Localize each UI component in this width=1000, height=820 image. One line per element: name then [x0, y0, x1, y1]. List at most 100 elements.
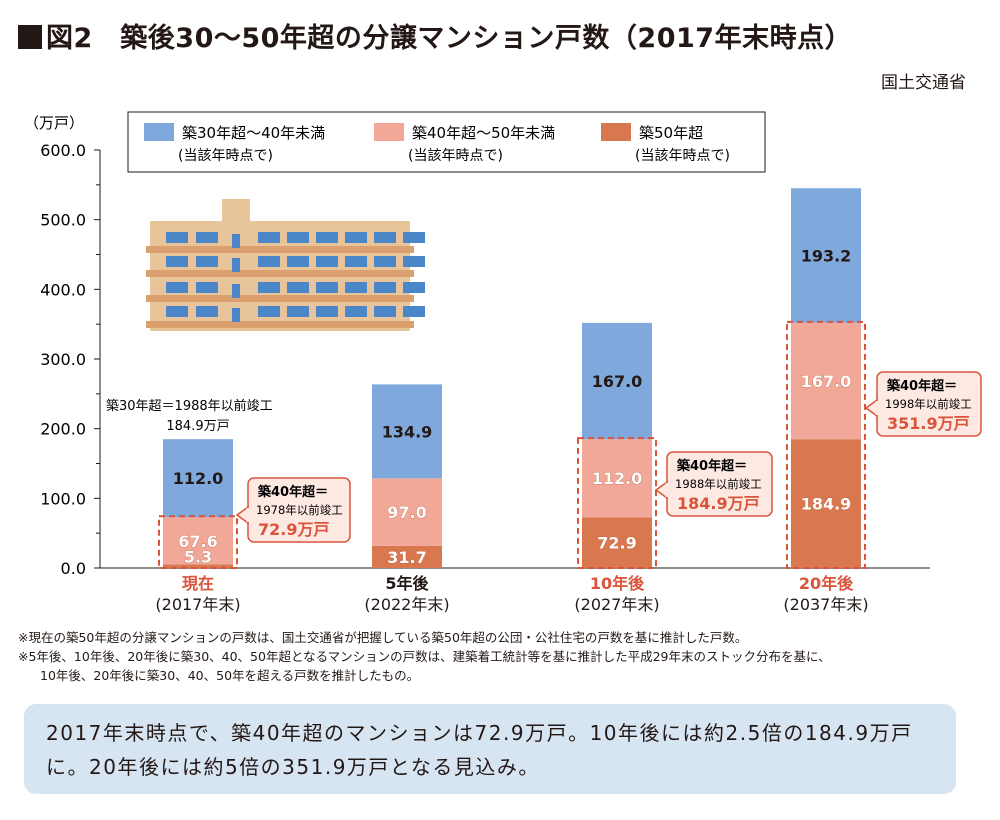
- callout-value: 184.9万戸: [677, 494, 760, 513]
- legend-swatch: [374, 123, 404, 141]
- callout-pointer: [654, 480, 668, 500]
- building-window: [403, 282, 425, 293]
- building-window: [258, 306, 280, 317]
- building-window: [232, 308, 240, 322]
- legend-swatch: [601, 123, 631, 141]
- category-sub-label: (2037年末): [783, 595, 868, 614]
- callout-line1: 築40年超＝: [886, 378, 957, 394]
- stacked-bar-chart: （万戸） 0.0 100.0 200.0 300.0 400.0 500.0 600.0 5.…: [24, 111, 982, 614]
- legend-sub-label: (当該年時点で): [635, 148, 730, 164]
- annotations: 築30年超＝1988年以前竣工184.9万戸築40年超＝1978年以前竣工72.…: [106, 371, 982, 543]
- bar-segment: [163, 517, 233, 565]
- building-window: [166, 306, 188, 317]
- summary-box: 2017年末時点で、築40年超のマンションは72.9万戸。10年後には約2.5倍…: [24, 704, 956, 794]
- legend-label: 築40年超〜50年未満: [412, 124, 555, 142]
- y-tick-label: 0.0: [61, 559, 86, 578]
- callout-value: 72.9万戸: [258, 520, 329, 539]
- highlight-dashed-box: [158, 515, 238, 570]
- building-window: [287, 306, 309, 317]
- callout-pointer: [235, 505, 249, 525]
- data-label: 67.6: [178, 532, 217, 551]
- category-label: 現在: [182, 574, 214, 593]
- y-tick-label: 400.0: [40, 280, 86, 299]
- bar-segment: [163, 439, 233, 518]
- callout-pointer: [864, 398, 878, 418]
- source-label: 国土交通省: [881, 73, 966, 93]
- building-window: [287, 256, 309, 267]
- data-label: 5.3: [184, 547, 212, 566]
- y-tick-label: 500.0: [40, 211, 86, 230]
- building-window: [345, 256, 367, 267]
- building-floor-band: [146, 295, 414, 302]
- bar-segment: [791, 439, 861, 568]
- data-label: 112.0: [173, 469, 224, 488]
- data-label: 134.9: [382, 422, 433, 441]
- category-sub-label: (2027年末): [574, 595, 659, 614]
- category-sub-label: (2017年末): [155, 595, 240, 614]
- building-window: [316, 282, 338, 293]
- title-square-icon: [18, 25, 42, 49]
- footnote-2: ※5年後、10年後、20年後に築30、40、50年超となるマンションの戸数は、建…: [18, 649, 831, 664]
- data-label: 31.7: [387, 548, 426, 567]
- callout-line1: 築40年超＝: [676, 458, 747, 474]
- building-window: [258, 256, 280, 267]
- building-window: [232, 234, 240, 248]
- legend-label: 築30年超〜40年未満: [182, 124, 325, 142]
- building-window: [196, 232, 218, 243]
- building-window: [374, 232, 396, 243]
- category-label: 20年後: [799, 574, 854, 593]
- y-tick-label: 300.0: [40, 350, 86, 369]
- building-window: [374, 306, 396, 317]
- building-window: [345, 306, 367, 317]
- y-axis: （万戸） 0.0 100.0 200.0 300.0 400.0 500.0 600.0: [24, 114, 930, 578]
- building-window: [166, 256, 188, 267]
- data-label: 97.0: [387, 503, 426, 522]
- building-window: [258, 232, 280, 243]
- building-window: [287, 282, 309, 293]
- footnote-1: ※現在の築50年超の分譲マンションの戸数は、国土交通省が把握している築50年超の…: [18, 630, 748, 645]
- building-window: [287, 232, 309, 243]
- building-window: [316, 256, 338, 267]
- building-floor-band: [146, 246, 414, 253]
- bar-segment: [582, 517, 652, 568]
- data-label: 184.9: [801, 495, 852, 514]
- data-label: 72.9: [597, 534, 636, 553]
- callout-line2: 1978年以前竣工: [256, 503, 343, 517]
- building-window: [166, 232, 188, 243]
- y-tick-label: 600.0: [40, 141, 86, 160]
- building-window: [403, 306, 425, 317]
- building-window: [232, 284, 240, 298]
- legend-sub-label: (当該年時点で): [178, 148, 273, 164]
- building-window: [403, 256, 425, 267]
- highlight-dashed-box: [786, 320, 866, 569]
- footnotes: ※現在の築50年超の分譲マンションの戸数は、国土交通省が把握している築50年超の…: [18, 628, 831, 685]
- y-tick-label: 200.0: [40, 420, 86, 439]
- building-illustration: [146, 199, 425, 331]
- bar-segment: [791, 188, 861, 323]
- building-window: [374, 256, 396, 267]
- bars: 5.367.6 112.0 現在 (2017年末) 31.7 97.0 134.9 5年後 (2…: [155, 188, 869, 614]
- bar-segment: [372, 545, 442, 568]
- bar-segment: [791, 322, 861, 440]
- legend-box: [127, 111, 766, 173]
- data-label: 112.0: [592, 469, 643, 488]
- callout-line1: 築40年超＝: [257, 484, 328, 500]
- bar-segment: [582, 439, 652, 518]
- legend-sub-label: (当該年時点で): [408, 148, 503, 164]
- building-window: [232, 258, 240, 272]
- footnote-3: 10年後、20年後に築30、40、50年を超える戸数を推計したもの。: [40, 668, 420, 683]
- building-window: [374, 282, 396, 293]
- building-window: [196, 306, 218, 317]
- building-window: [196, 282, 218, 293]
- note-2017-line2: 184.9万戸: [166, 419, 229, 434]
- building-floor-band: [146, 321, 414, 328]
- building-window: [166, 282, 188, 293]
- data-label: 193.2: [801, 247, 852, 266]
- highlight-dashed-box: [577, 437, 657, 569]
- legend-swatch: [144, 123, 174, 141]
- category-label: 5年後: [385, 574, 429, 593]
- building-window: [316, 306, 338, 317]
- building-window: [196, 256, 218, 267]
- callout-line2: 1988年以前竣工: [675, 477, 762, 491]
- building-window: [316, 232, 338, 243]
